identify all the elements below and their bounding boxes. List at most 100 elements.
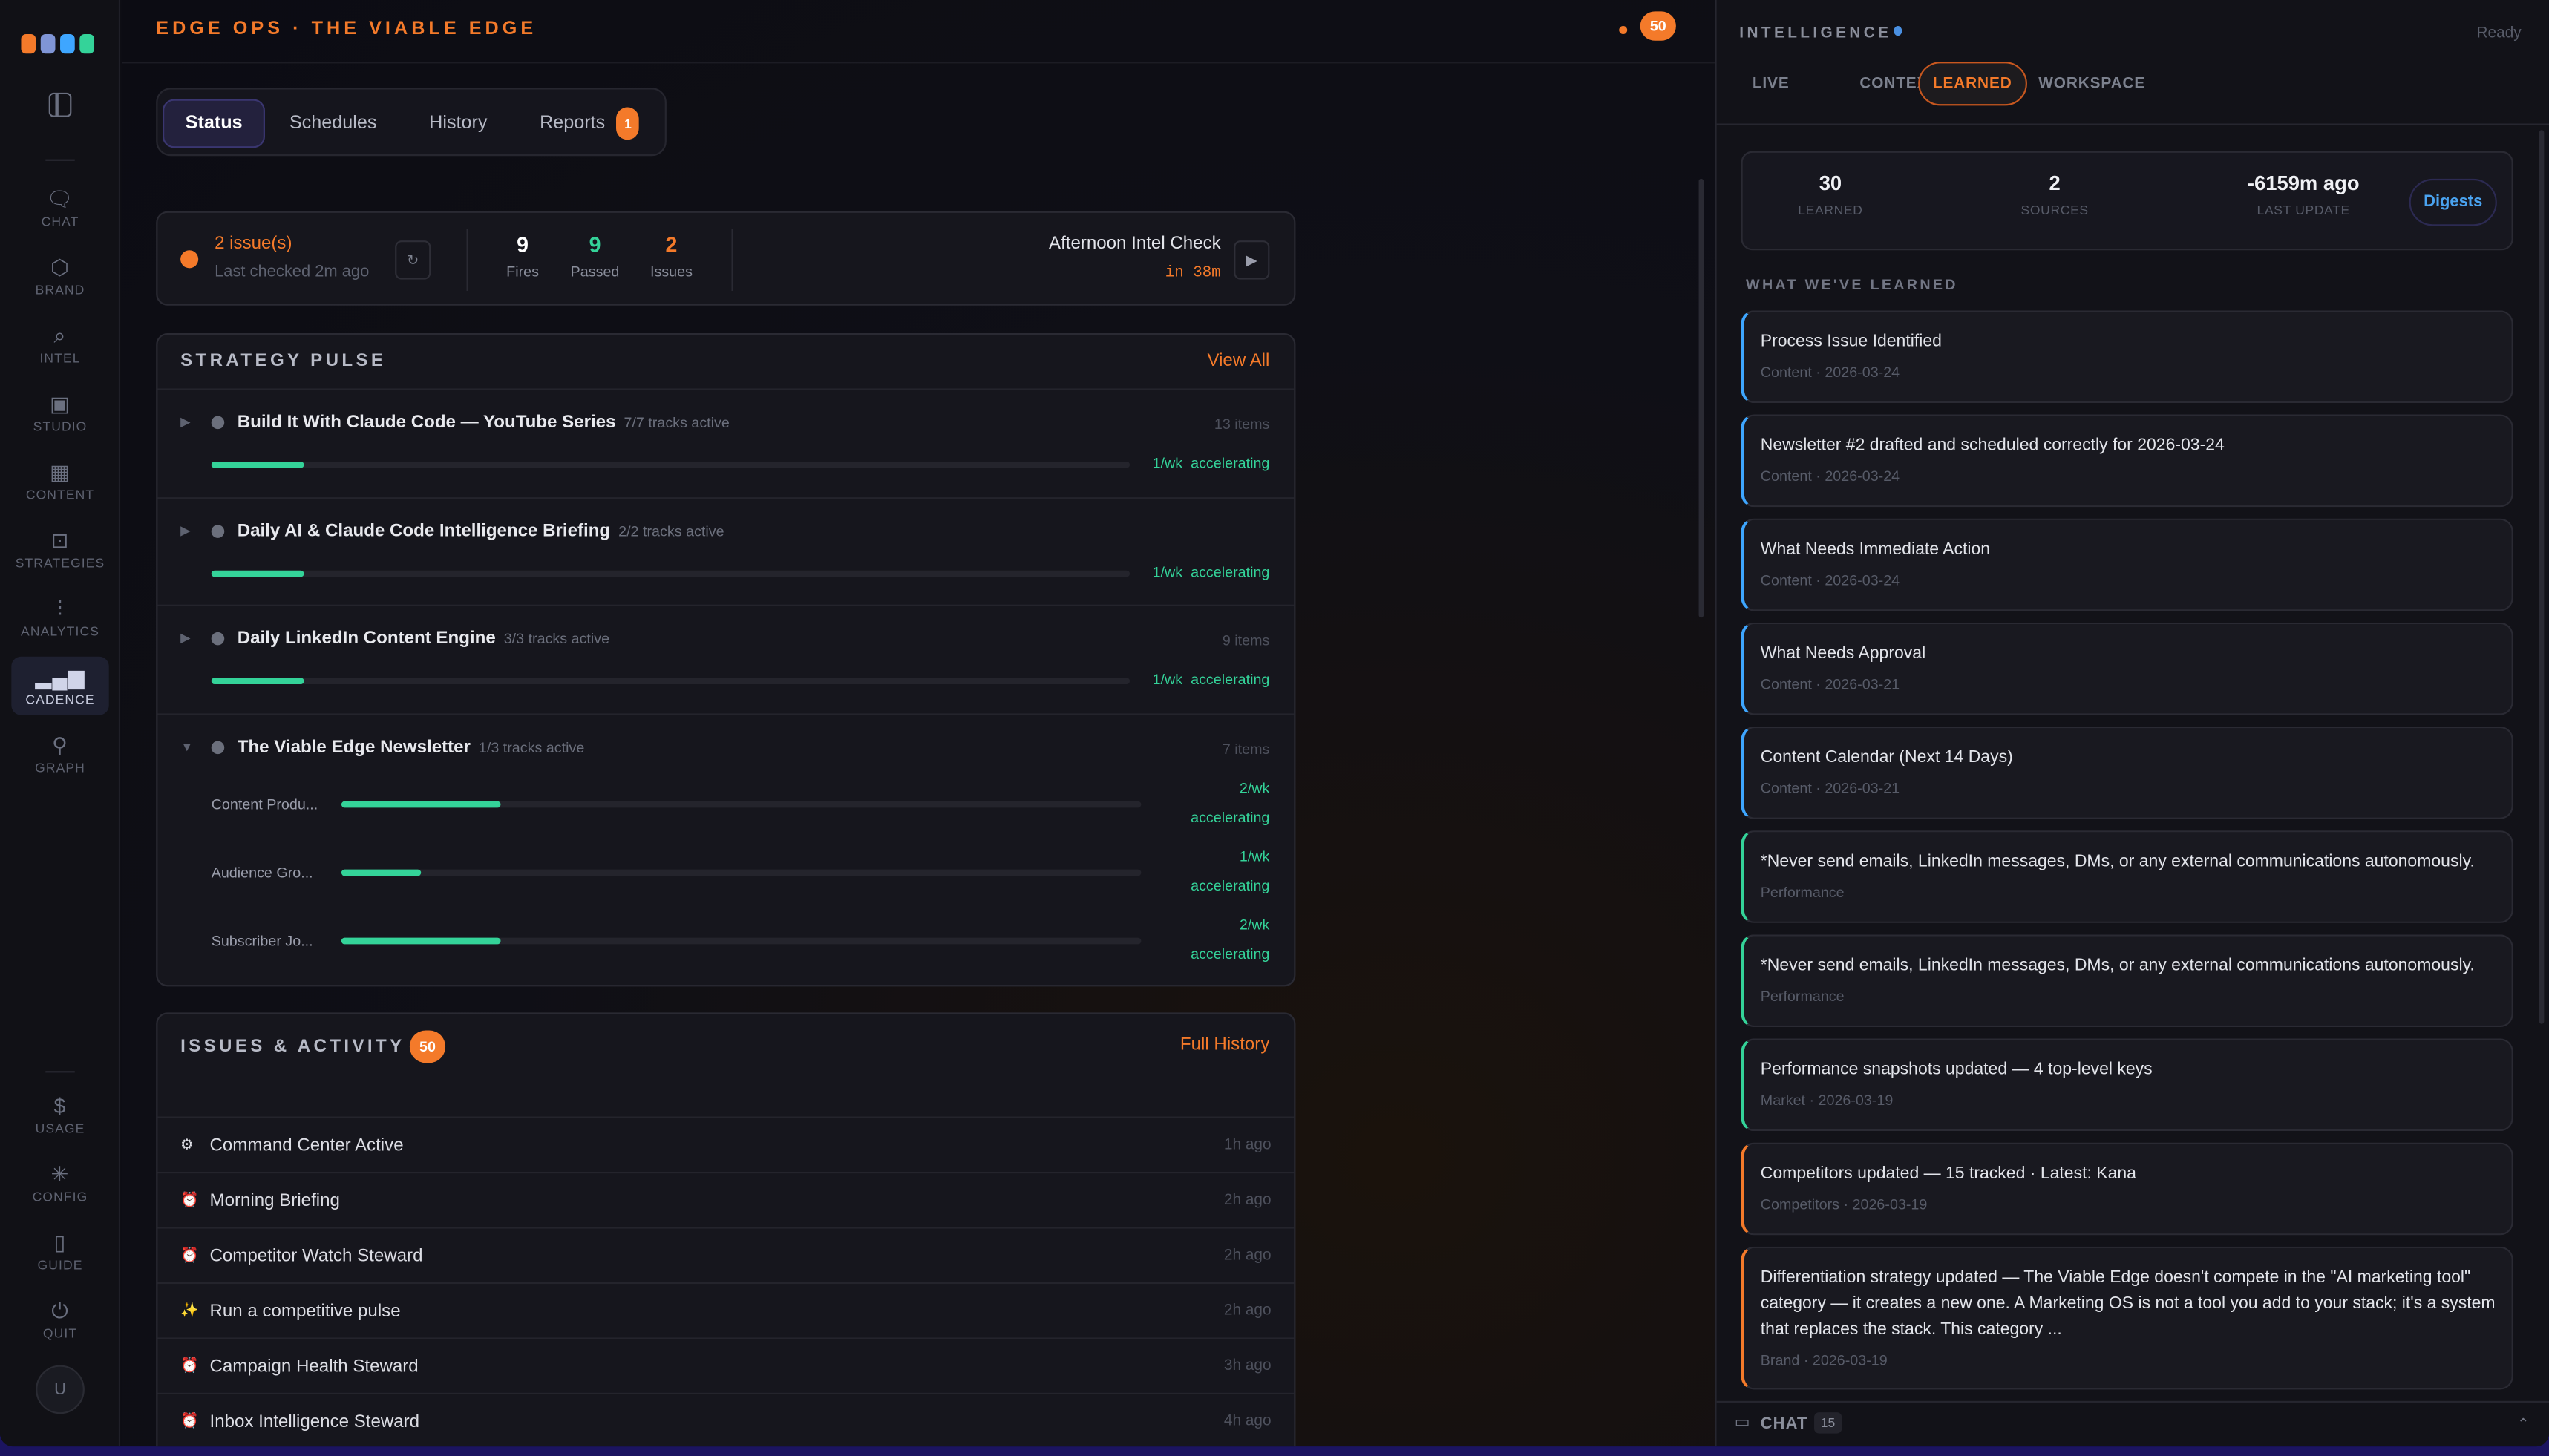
tab-reports[interactable]: Reports 1 bbox=[519, 99, 661, 148]
learned-card[interactable]: Content Calendar (Next 14 Days) Content ·… bbox=[1741, 726, 2513, 819]
learned-card[interactable]: What Needs Immediate Action Content · 202… bbox=[1741, 518, 2513, 611]
issues-value: 2 bbox=[665, 232, 678, 258]
track-rate: 2/wk bbox=[1239, 916, 1270, 934]
sidebar-item-graph[interactable]: ⚲ GRAPH bbox=[11, 725, 108, 784]
learned-card[interactable]: What Needs Approval Content · 2026-03-21 bbox=[1741, 622, 2513, 715]
issues-activity-card: ISSUES & ACTIVITY 50 Full History ⚙ Comma… bbox=[156, 1012, 1296, 1447]
trend-label: accelerating bbox=[1191, 563, 1270, 580]
chevron-up-icon[interactable]: ⌃ bbox=[2517, 1415, 2530, 1432]
track-progress-bar bbox=[341, 869, 1142, 876]
sidebar-item-analytics[interactable]: ⫶ ANALYTICS bbox=[11, 588, 108, 647]
alarm-clock-icon: ⏰ bbox=[180, 1246, 199, 1263]
sidebar-item-strategies[interactable]: ⊡ STRATEGIES bbox=[11, 520, 108, 579]
tab-reports-label: Reports bbox=[540, 114, 606, 134]
logo-block bbox=[21, 33, 36, 54]
learned-card[interactable]: Competitors updated — 15 tracked · Lates… bbox=[1741, 1142, 2513, 1236]
sidebar-item-cadence[interactable]: ▂▄▆ CADENCE bbox=[11, 656, 109, 715]
learned-card[interactable]: Newsletter #2 drafted and scheduled corr… bbox=[1741, 414, 2513, 508]
caret-down-icon[interactable]: ▼ bbox=[180, 739, 194, 755]
digests-button[interactable]: Digests bbox=[2409, 178, 2497, 226]
activity-row[interactable]: ⏰ Campaign Health Steward 3h ago bbox=[157, 1337, 1295, 1392]
learned-card[interactable]: Performance snapshots updated — 4 top-le… bbox=[1741, 1038, 2513, 1132]
pulse-title: STRATEGY PULSE bbox=[180, 351, 387, 371]
strategy-tracks: 1/3 tracks active bbox=[478, 739, 585, 756]
learned-card[interactable]: *Never send emails, LinkedIn messages, D… bbox=[1741, 934, 2513, 1028]
chat-bar[interactable]: ▭ CHAT 15 ⌃ bbox=[1716, 1400, 2549, 1447]
toggle-sidebar-icon[interactable] bbox=[48, 92, 72, 117]
activity-row[interactable]: ⏰ Morning Briefing 2h ago bbox=[157, 1171, 1295, 1227]
caret-right-icon[interactable]: ▶ bbox=[180, 414, 191, 430]
progress-fill bbox=[211, 570, 304, 577]
sidebar-item-config[interactable]: ✳ CONFIG bbox=[11, 1154, 108, 1213]
full-history-link[interactable]: Full History bbox=[1179, 1035, 1270, 1055]
trend-label: accelerating bbox=[1191, 671, 1270, 688]
sidebar-item-guide[interactable]: ▯ GUIDE bbox=[11, 1222, 108, 1281]
panel-scrollbar[interactable] bbox=[2539, 130, 2545, 1024]
sidebar-item-studio[interactable]: ▣ STUDIO bbox=[11, 384, 108, 442]
sidebar-item-label: ANALYTICS bbox=[21, 623, 100, 638]
live-indicator-dot bbox=[1619, 26, 1628, 34]
search-icon: ⌕ bbox=[53, 322, 67, 347]
strategy-row[interactable]: ▼ The Viable Edge Newsletter 1/3 tracks ac… bbox=[157, 713, 1295, 986]
strategy-row[interactable]: ▶ Build It With Claude Code — YouTube Ser… bbox=[157, 388, 1295, 497]
sidebar-item-label: GRAPH bbox=[35, 759, 85, 775]
run-now-button[interactable]: ▶ bbox=[1234, 240, 1270, 280]
tab-history[interactable]: History bbox=[429, 114, 488, 134]
learned-card[interactable]: *Never send emails, LinkedIn messages, D… bbox=[1741, 830, 2513, 923]
strategy-progress-bar bbox=[211, 678, 1130, 684]
learned-card[interactable]: Process Issue Identified Content · 2026-0… bbox=[1741, 310, 2513, 404]
activity-row[interactable]: ⏰ Competitor Watch Steward 2h ago bbox=[157, 1227, 1295, 1282]
refresh-button[interactable]: ↻ bbox=[395, 240, 431, 280]
divider bbox=[466, 229, 468, 292]
learned-text: Newsletter #2 drafted and scheduled corr… bbox=[1760, 435, 2225, 456]
activity-row[interactable]: ⏰ Inbox Intelligence Steward 4h ago bbox=[157, 1392, 1295, 1446]
tab-schedules[interactable]: Schedules bbox=[289, 114, 377, 134]
hexagon-icon: ⬡ bbox=[50, 254, 70, 279]
reports-badge: 1 bbox=[616, 107, 640, 140]
sidebar-item-content[interactable]: ▦ CONTENT bbox=[11, 452, 108, 511]
fires-stat: 9 Fires bbox=[494, 232, 552, 280]
learned-card[interactable]: Differentiation strategy updated — The V… bbox=[1741, 1246, 2513, 1390]
sidebar-item-quit[interactable]: ⏻ QUIT bbox=[11, 1291, 108, 1349]
caret-right-icon[interactable]: ▶ bbox=[180, 523, 191, 538]
tab-learned[interactable]: LEARNED bbox=[1918, 62, 2027, 106]
strategy-progress-bar bbox=[211, 570, 1130, 577]
progress-fill bbox=[211, 678, 304, 684]
issue-summary[interactable]: 2 issue(s) bbox=[215, 234, 292, 254]
activity-label: Morning Briefing bbox=[209, 1190, 340, 1210]
learned-text: What Needs Approval bbox=[1760, 643, 1926, 663]
activity-time: 1h ago bbox=[1223, 1135, 1272, 1154]
sidebar-item-usage[interactable]: $ USAGE bbox=[11, 1086, 108, 1144]
strategy-row[interactable]: ▶ Daily LinkedIn Content Engine 3/3 tracks… bbox=[157, 604, 1295, 714]
activity-row[interactable]: ✨ Run a competitive pulse 2h ago bbox=[157, 1282, 1295, 1337]
caret-right-icon[interactable]: ▶ bbox=[180, 630, 191, 646]
activity-title: ISSUES & ACTIVITY bbox=[180, 1037, 405, 1057]
sidebar-item-chat[interactable]: 🗨 CHAT bbox=[11, 179, 108, 237]
divider bbox=[122, 62, 1715, 64]
sidebar-item-brand[interactable]: ⬡ BRAND bbox=[11, 247, 108, 306]
view-all-link[interactable]: View All bbox=[1207, 351, 1270, 371]
sidebar-item-intel[interactable]: ⌕ INTEL bbox=[11, 315, 108, 374]
book-open-icon: ⊡ bbox=[50, 527, 70, 552]
strategy-title: Build It With Claude Code — YouTube Seri… bbox=[237, 413, 616, 433]
tab-live[interactable]: LIVE bbox=[1752, 74, 1790, 93]
strategy-title: Daily AI & Claude Code Intelligence Brie… bbox=[237, 521, 611, 542]
avatar[interactable]: U bbox=[36, 1365, 85, 1414]
activity-time: 4h ago bbox=[1223, 1412, 1272, 1431]
tab-workspace[interactable]: WORKSPACE bbox=[2038, 74, 2146, 93]
chat-count-badge: 15 bbox=[1814, 1412, 1842, 1434]
app-logo bbox=[21, 33, 95, 54]
sidebar-item-label: CADENCE bbox=[25, 691, 95, 706]
rate-value: 1/wk bbox=[1152, 455, 1183, 472]
divider bbox=[45, 159, 75, 161]
notification-badge[interactable]: 50 bbox=[1640, 11, 1676, 41]
main-scrollbar[interactable] bbox=[1698, 178, 1704, 618]
sidebar-item-label: CONTENT bbox=[25, 486, 95, 502]
learned-stats-card: 30 LEARNED 2 SOURCES -6159m ago LAST UPDATE… bbox=[1741, 151, 2513, 251]
learned-meta: Content · 2026-03-24 bbox=[1760, 364, 1900, 381]
activity-row[interactable]: ⚙ Command Center Active 1h ago bbox=[157, 1116, 1295, 1172]
tab-status[interactable]: Status bbox=[163, 99, 266, 148]
signal-bars-icon: ▂▄▆ bbox=[35, 663, 85, 689]
strategy-row[interactable]: ▶ Daily AI & Claude Code Intelligence Bri… bbox=[157, 497, 1295, 606]
passed-label: Passed bbox=[570, 263, 620, 280]
